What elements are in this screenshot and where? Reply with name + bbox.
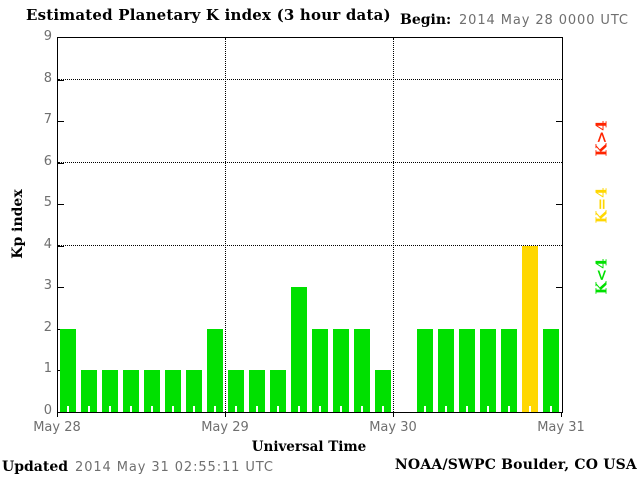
kp-bar [249, 370, 265, 412]
kp-bar [354, 328, 370, 412]
y-axis-title: Kp index [10, 189, 26, 259]
y-tick-label-9: 9 [43, 29, 52, 44]
kp-bar [270, 370, 286, 412]
y-tick-label-1: 1 [43, 361, 52, 377]
bar-minor-tick [382, 406, 384, 412]
bar-minor-tick [109, 406, 111, 412]
x-day-label: May 30 [369, 420, 417, 435]
legend-k-lt-4: K<4 [592, 258, 611, 295]
kp-bar [144, 370, 160, 412]
v-gridline-day1 [225, 38, 226, 412]
bar-minor-tick [172, 406, 174, 412]
bar-minor-tick [550, 406, 552, 412]
kp-bar [375, 370, 391, 412]
y-tick-left-6 [58, 162, 64, 164]
v-gridline-day2 [393, 38, 394, 412]
bar-minor-tick [256, 406, 258, 412]
begin-label: Begin: [400, 12, 452, 28]
x-day-tick [57, 412, 58, 417]
kp-bar [165, 370, 181, 412]
bar-minor-tick [298, 406, 300, 412]
bar-minor-tick [466, 406, 468, 412]
bar-minor-tick [529, 406, 531, 412]
kp-bar [123, 370, 139, 412]
kp-bar [333, 328, 349, 412]
begin-value: 2014 May 28 0000 UTC [459, 13, 629, 28]
h-gridline-kp6 [58, 161, 562, 163]
bar-minor-tick [214, 406, 216, 412]
y-tick-label-3: 3 [43, 278, 52, 294]
bar-minor-tick [67, 406, 69, 412]
kp-bar [291, 287, 307, 412]
y-tick-left-7 [58, 121, 64, 123]
h-gridline-kp8 [58, 78, 562, 80]
bar-minor-tick [508, 406, 510, 412]
updated-row: Updated 2014 May 31 02:55:11 UTC [2, 456, 274, 475]
y-tick-label-8: 8 [43, 70, 52, 86]
updated-value: 2014 May 31 02:55:11 UTC [75, 460, 274, 475]
y-tick-label-7: 7 [43, 112, 52, 128]
legend-k-eq-4: K=4 [592, 187, 611, 224]
y-tick-left-5 [58, 204, 64, 206]
y-tick-right-5 [556, 204, 562, 206]
updated-label: Updated [2, 459, 69, 475]
kp-bar [417, 328, 433, 412]
y-tick-label-2: 2 [43, 319, 52, 335]
bar-minor-tick [340, 406, 342, 412]
y-tick-right-3 [556, 287, 562, 289]
x-day-tick [225, 412, 226, 417]
x-day-tick [393, 412, 394, 417]
bar-minor-tick [424, 406, 426, 412]
bar-minor-tick [193, 406, 195, 412]
bar-minor-tick [487, 406, 489, 412]
plot-area [57, 37, 563, 413]
kp-bar [60, 328, 76, 412]
bar-minor-tick [361, 406, 363, 412]
kp-bar [438, 328, 454, 412]
x-day-label: May 29 [201, 420, 249, 435]
bar-minor-tick [277, 406, 279, 412]
y-tick-label-5: 5 [43, 195, 52, 211]
kp-bar [459, 328, 475, 412]
kp-bar [81, 370, 97, 412]
kp-bar [522, 245, 538, 412]
h-gridline-kp4 [58, 244, 562, 246]
kp-bar [207, 328, 223, 412]
kp-bar [312, 328, 328, 412]
kp-bar [543, 328, 559, 412]
kp-bar [480, 328, 496, 412]
y-tick-label-6: 6 [43, 153, 52, 169]
y-tick-left-8 [58, 79, 64, 81]
credit-text: NOAA/SWPC Boulder, CO USA [394, 457, 637, 473]
x-day-tick [561, 412, 562, 417]
kp-bar [102, 370, 118, 412]
x-day-label: May 28 [33, 420, 81, 435]
bar-minor-tick [151, 406, 153, 412]
y-tick-right-7 [556, 121, 562, 123]
kp-bar [501, 328, 517, 412]
x-axis-title: Universal Time [251, 439, 367, 455]
bar-minor-tick [445, 406, 447, 412]
bar-minor-tick [130, 406, 132, 412]
y-tick-label-4: 4 [43, 236, 52, 252]
bar-minor-tick [235, 406, 237, 412]
y-tick-label-0: 0 [43, 403, 52, 418]
legend-k-gt-4: K>4 [592, 120, 611, 157]
chart-title: Estimated Planetary K index (3 hour data… [26, 6, 391, 24]
x-day-label: May 31 [537, 420, 585, 435]
kp-bar [228, 370, 244, 412]
bar-minor-tick [319, 406, 321, 412]
y-tick-left-3 [58, 287, 64, 289]
bar-minor-tick [88, 406, 90, 412]
kp-bar [186, 370, 202, 412]
y-tick-left-4 [58, 245, 64, 247]
